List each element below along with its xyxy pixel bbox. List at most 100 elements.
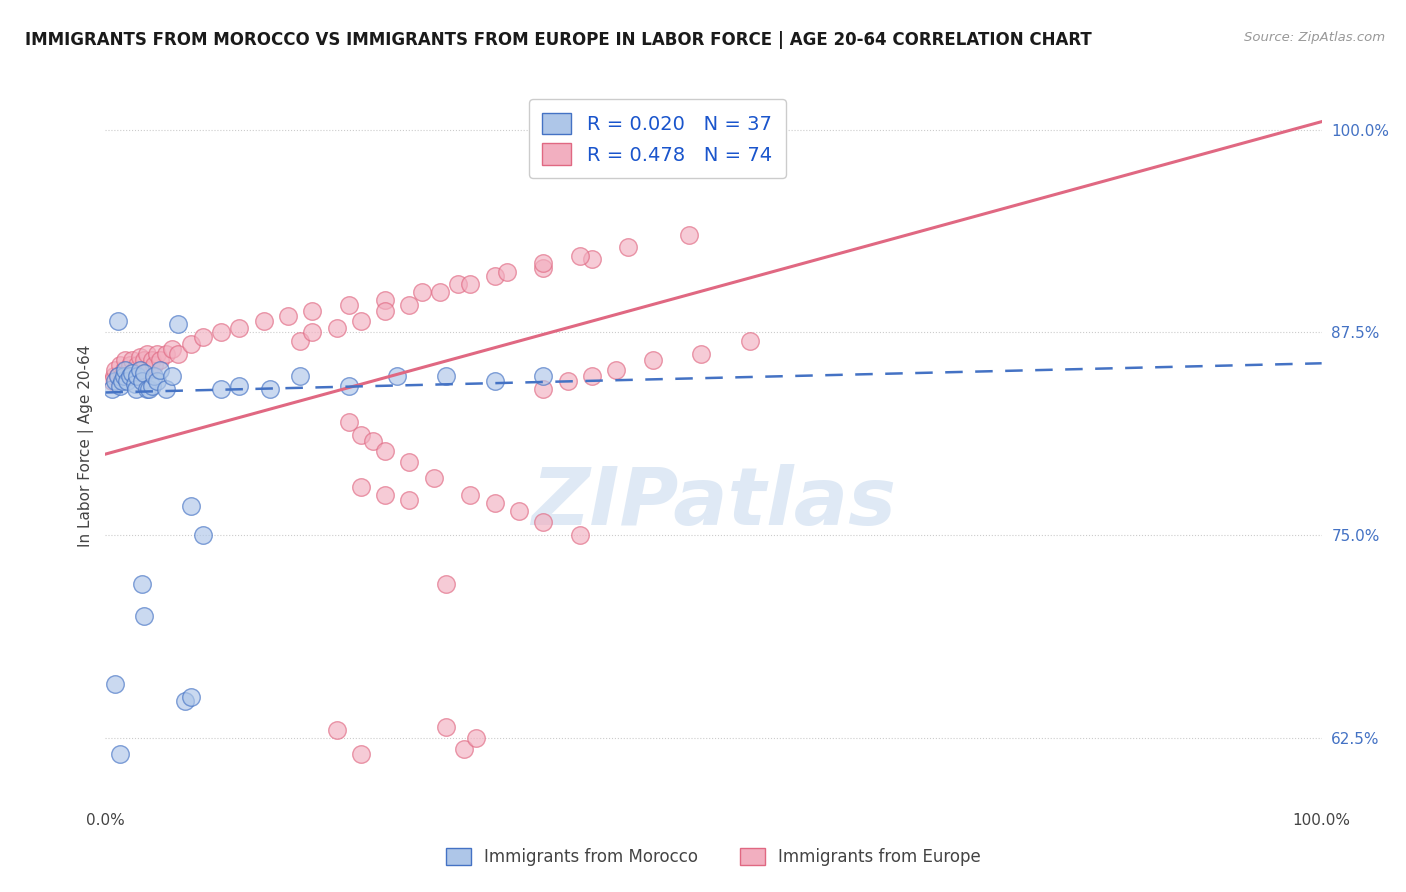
Point — [131, 577, 153, 591]
Point — [350, 479, 373, 493]
Point — [118, 358, 141, 372]
Point — [484, 496, 506, 510]
Point — [337, 379, 360, 393]
Point — [495, 265, 517, 279]
Point — [337, 415, 360, 429]
Point — [104, 374, 127, 388]
Point — [111, 369, 134, 384]
Point — [228, 379, 250, 393]
Point — [149, 353, 172, 368]
Point — [104, 677, 127, 691]
Text: ZIPatlas: ZIPatlas — [531, 464, 896, 542]
Point — [131, 374, 153, 388]
Point — [398, 455, 420, 469]
Point — [484, 268, 506, 283]
Point — [374, 304, 396, 318]
Point — [605, 363, 627, 377]
Point — [374, 293, 396, 307]
Point — [112, 363, 135, 377]
Point — [301, 304, 323, 318]
Point — [434, 577, 457, 591]
Point — [568, 528, 591, 542]
Point — [149, 363, 172, 377]
Point — [114, 353, 136, 368]
Point — [581, 369, 603, 384]
Text: IMMIGRANTS FROM MOROCCO VS IMMIGRANTS FROM EUROPE IN LABOR FORCE | AGE 20-64 COR: IMMIGRANTS FROM MOROCCO VS IMMIGRANTS FR… — [25, 31, 1092, 49]
Point — [125, 369, 148, 384]
Point — [141, 379, 163, 393]
Point — [135, 346, 157, 360]
Point — [568, 249, 591, 263]
Point — [690, 346, 713, 360]
Point — [143, 369, 166, 384]
Point — [350, 747, 373, 761]
Point — [118, 369, 141, 384]
Point — [128, 363, 150, 377]
Point — [423, 471, 446, 485]
Point — [155, 346, 177, 360]
Point — [138, 363, 160, 377]
Text: Source: ZipAtlas.com: Source: ZipAtlas.com — [1244, 31, 1385, 45]
Point — [531, 256, 554, 270]
Point — [134, 609, 156, 624]
Point — [398, 298, 420, 312]
Point — [141, 353, 163, 368]
Point — [107, 314, 129, 328]
Point — [374, 443, 396, 458]
Point — [301, 326, 323, 340]
Point — [108, 358, 131, 372]
Point — [117, 374, 139, 388]
Point — [429, 285, 451, 299]
Point — [259, 382, 281, 396]
Y-axis label: In Labor Force | Age 20-64: In Labor Force | Age 20-64 — [79, 345, 94, 547]
Point — [145, 374, 167, 388]
Point — [209, 382, 232, 396]
Point — [209, 326, 232, 340]
Point — [124, 377, 146, 392]
Point — [167, 346, 190, 360]
Point — [458, 277, 481, 291]
Point — [100, 382, 122, 396]
Point — [252, 314, 274, 328]
Point — [107, 369, 129, 384]
Point — [138, 382, 160, 396]
Point — [434, 720, 457, 734]
Point — [453, 742, 475, 756]
Point — [103, 369, 125, 384]
Point — [131, 363, 153, 377]
Point — [104, 363, 127, 377]
Point — [135, 382, 157, 396]
Point — [277, 310, 299, 324]
Point — [325, 320, 347, 334]
Point — [180, 499, 202, 513]
Point — [121, 353, 143, 368]
Point — [162, 342, 184, 356]
Point — [108, 747, 131, 761]
Point — [531, 382, 554, 396]
Point — [117, 369, 139, 384]
Point — [125, 382, 148, 396]
Point — [508, 504, 530, 518]
Point — [100, 374, 122, 388]
Point — [350, 314, 373, 328]
Point — [162, 369, 184, 384]
Point — [191, 528, 214, 542]
Point — [134, 353, 156, 368]
Point — [107, 369, 129, 384]
Point — [124, 363, 146, 377]
Point — [617, 239, 640, 253]
Point — [387, 369, 409, 384]
Point — [145, 346, 167, 360]
Point — [447, 277, 470, 291]
Point — [374, 488, 396, 502]
Point — [411, 285, 433, 299]
Point — [465, 731, 488, 745]
Point — [108, 379, 131, 393]
Point — [111, 374, 134, 388]
Point — [434, 369, 457, 384]
Legend: Immigrants from Morocco, Immigrants from Europe: Immigrants from Morocco, Immigrants from… — [439, 841, 988, 873]
Point — [173, 693, 195, 707]
Point — [337, 298, 360, 312]
Point — [143, 358, 166, 372]
Point — [531, 260, 554, 275]
